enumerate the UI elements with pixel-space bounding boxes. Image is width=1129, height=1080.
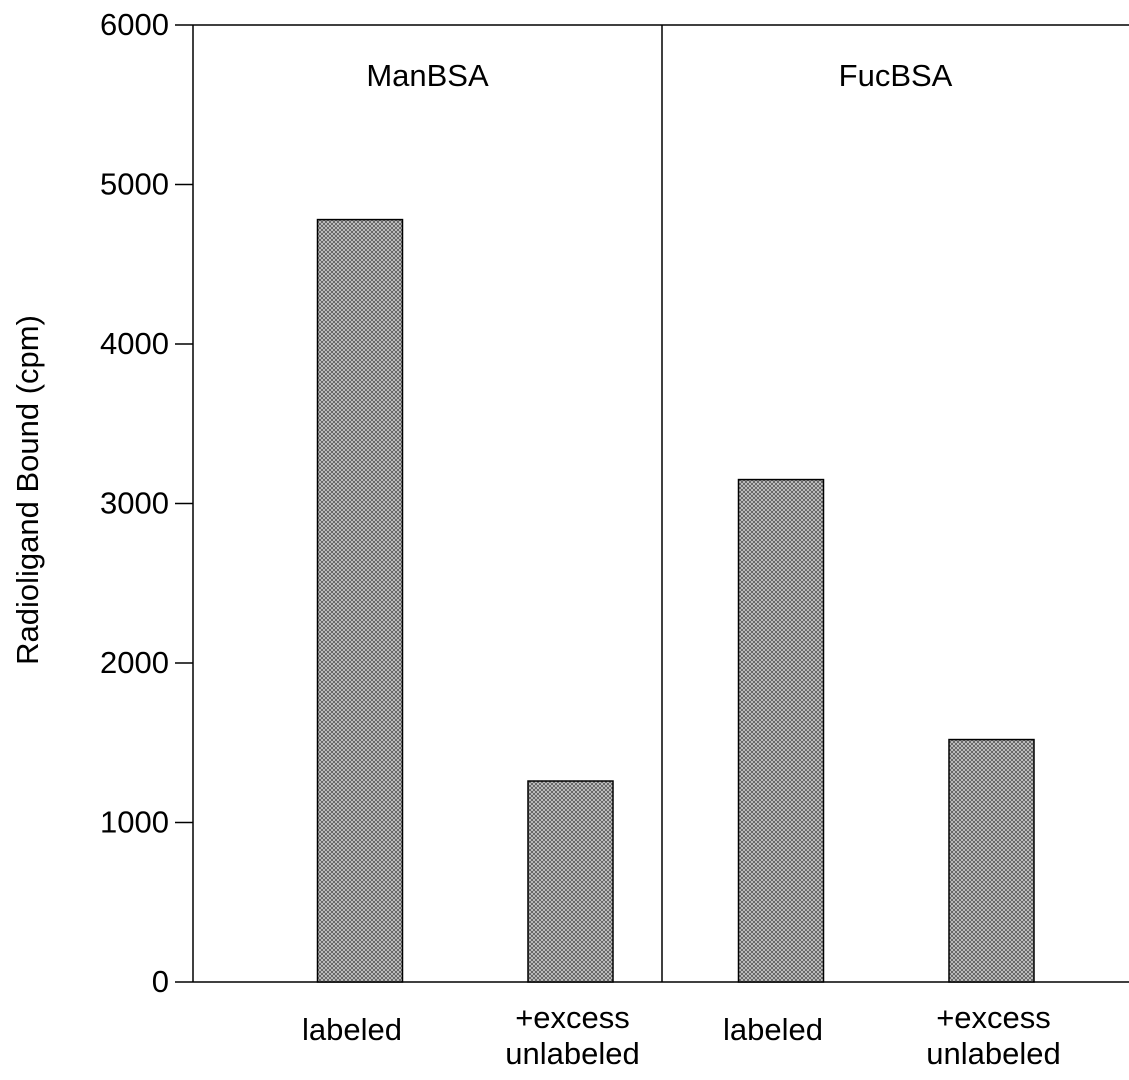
bar: [948, 738, 1035, 983]
panel-title: ManBSA: [366, 58, 489, 93]
y-tick-label: 1000: [100, 805, 169, 840]
y-tick-label: 5000: [100, 167, 169, 202]
x-tick-label: unlabeled: [505, 1036, 639, 1071]
x-tick-label: +excess: [515, 1000, 630, 1035]
panel-title: FucBSA: [839, 58, 953, 93]
y-tick-label: 2000: [100, 645, 169, 680]
y-tick-label: 6000: [100, 7, 169, 42]
bar: [316, 218, 404, 983]
x-tick-label: labeled: [302, 1012, 402, 1047]
y-tick-label: 3000: [100, 486, 169, 521]
y-tick-label: 0: [152, 964, 169, 999]
x-tick-label: unlabeled: [926, 1036, 1060, 1071]
x-tick-label: labeled: [723, 1012, 823, 1047]
y-tick-label: 4000: [100, 326, 169, 361]
x-tick-label: +excess: [936, 1000, 1051, 1035]
y-axis-label: Radioligand Bound (cpm): [10, 315, 45, 665]
bar: [527, 780, 614, 983]
bar: [737, 478, 825, 983]
